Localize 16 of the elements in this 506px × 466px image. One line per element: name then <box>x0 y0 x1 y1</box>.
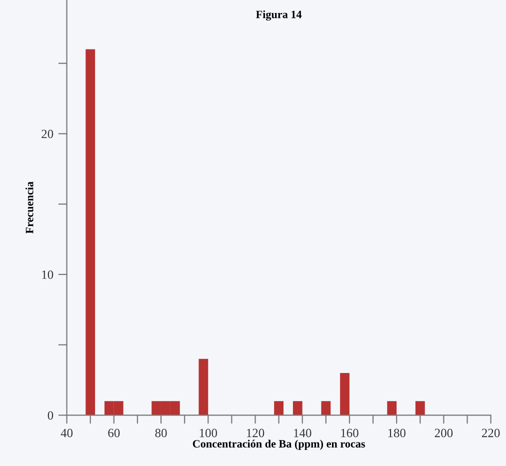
y-axis-title: Frecuencia <box>25 182 34 234</box>
x-tick-label: 160 <box>341 428 358 438</box>
text: Figura 14 <box>256 10 302 21</box>
x-tick-label: 80 <box>155 428 167 438</box>
x-tick-label: 100 <box>200 428 218 438</box>
y-tick-label: 10 <box>42 270 54 279</box>
x-tick-label: 60 <box>108 428 120 438</box>
x-tick-label: 200 <box>434 428 453 438</box>
x-tick-label: 180 <box>388 428 406 438</box>
x-tick-label: 120 <box>246 428 264 438</box>
x-tick-label: 140 <box>294 428 312 438</box>
y-tick-label: 20 <box>42 130 54 138</box>
x-tick-label: 220 <box>482 428 500 438</box>
y-tick-label: 0 <box>48 411 54 420</box>
x-tick-label: 40 <box>60 428 73 438</box>
x-axis-title: Concentración de Ba (ppm) en rocas <box>192 440 366 450</box>
